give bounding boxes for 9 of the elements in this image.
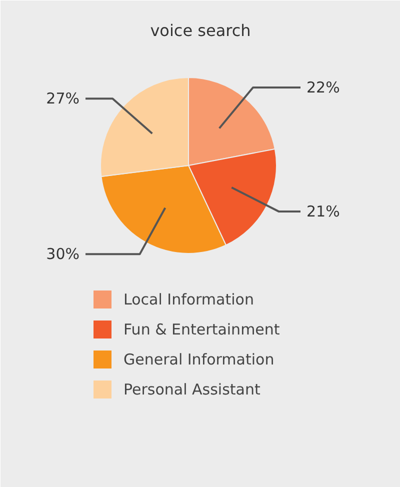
legend-label: Local Information — [124, 290, 254, 308]
legend-label: General Information — [124, 350, 274, 368]
data-label: 22% — [306, 78, 340, 97]
legend-label: Personal Assistant — [124, 380, 260, 398]
data-label: 27% — [46, 90, 80, 108]
chart-title: voice search — [150, 21, 251, 40]
data-label: 30% — [46, 245, 80, 264]
data-label: 21% — [306, 202, 340, 220]
legend-label: Fun & Entertainment — [124, 320, 280, 338]
